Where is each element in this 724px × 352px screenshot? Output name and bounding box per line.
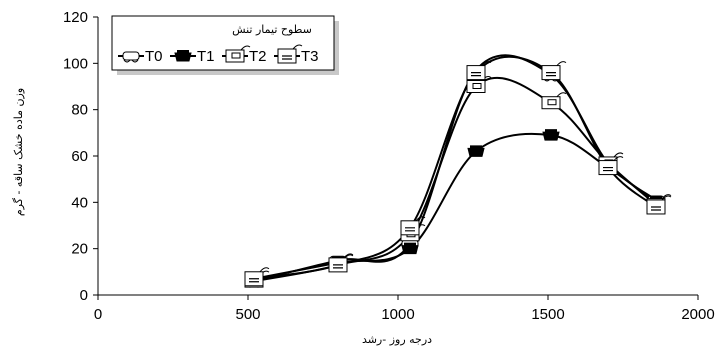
marker-tail (661, 195, 672, 201)
legend-title: سطوح تیمار تنش (232, 23, 312, 36)
y-tick-label: 0 (80, 287, 88, 304)
marker-detail (545, 129, 557, 133)
marker-tail (292, 44, 303, 50)
marker-detail (651, 206, 661, 211)
marker-body (401, 245, 419, 255)
x-tick-label: 2000 (681, 306, 714, 323)
legend-entry-T2: T2 (222, 45, 267, 65)
y-axis-label: وزن ماده خشک ساقه - گرم (12, 88, 25, 216)
axes (93, 16, 699, 300)
x-axis-label: درجه روز -رشد (362, 333, 432, 346)
marker-detail (546, 71, 556, 77)
legend-marker-T3 (277, 44, 303, 64)
legend: سطوح تیمار تنش T0 T1 T2 T3 (111, 15, 339, 75)
x-tick-label: 1500 (531, 306, 564, 323)
x-tick-label: 500 (235, 306, 260, 323)
legend-marker-T0 (122, 51, 140, 63)
y-tick-label: 120 (63, 9, 88, 26)
legend-marker-T2 (225, 45, 251, 63)
marker-detail (123, 59, 139, 63)
data-point-T3-3 (466, 61, 492, 81)
marker-detail (404, 242, 416, 246)
marker-body (122, 51, 140, 61)
data-point-T3-4 (541, 61, 567, 81)
data-point-T2-4 (541, 92, 567, 110)
marker-tail (481, 61, 492, 66)
legend-label: T1 (197, 48, 215, 65)
marker-detail (470, 145, 482, 149)
y-tick-label: 60 (71, 148, 88, 165)
y-tick-label: 80 (71, 102, 88, 119)
marker-detail (333, 264, 343, 269)
series-markers (244, 61, 672, 288)
data-point-T3-6 (646, 195, 672, 215)
y-tick-label: 20 (71, 241, 88, 258)
marker-tail (613, 156, 624, 161)
legend-entry-T0: T0 (118, 48, 163, 65)
legend-box (111, 15, 335, 71)
data-point-T3-2 (400, 216, 426, 236)
marker-detail (177, 50, 189, 53)
legend-label: T2 (249, 48, 267, 65)
marker-detail (472, 83, 482, 89)
marker-detail (282, 55, 292, 60)
series-line-T3 (253, 55, 657, 280)
marker-detail (471, 71, 481, 77)
legend-entries: T0 T1 T2 T3 (118, 44, 319, 65)
legend-marker-T1 (174, 50, 192, 62)
marker-tail (343, 253, 354, 259)
data-point-T3-5 (598, 156, 624, 176)
marker-detail (603, 166, 613, 172)
legend-label: T0 (145, 48, 163, 65)
marker-detail (547, 99, 557, 106)
marker-body (542, 131, 560, 141)
tick-labels: 0 20 40 60 80 100 120 0 500 1000 1500 2000 (63, 9, 715, 323)
marker-body (467, 147, 485, 157)
y-tick-label: 100 (63, 55, 88, 72)
marker-tail (556, 92, 567, 98)
data-point-T1-4 (542, 129, 560, 141)
legend-entry-T3: T3 (274, 44, 319, 65)
marker-tail (613, 152, 624, 158)
marker-tail (240, 45, 251, 51)
series-line-T1 (253, 132, 657, 280)
marker-detail (650, 196, 662, 200)
y-tick-label: 40 (71, 194, 88, 211)
marker-tail (661, 194, 672, 199)
series-line-T0 (253, 54, 657, 283)
marker-detail (405, 227, 415, 232)
x-tick-label: 0 (94, 306, 102, 323)
marker-body (174, 52, 192, 62)
data-point-T3-1 (328, 253, 354, 273)
x-tick-label: 1000 (381, 306, 414, 323)
marker-tail (415, 216, 426, 222)
data-point-T1-2 (401, 242, 419, 255)
legend-label: T3 (301, 48, 319, 65)
marker-detail (249, 278, 259, 283)
marker-detail (231, 52, 241, 59)
data-point-T1-3 (467, 145, 485, 157)
marker-tail (259, 267, 270, 273)
data-point-T3-0 (244, 267, 270, 287)
data-point-T2-3 (466, 76, 492, 93)
marker-tail (556, 61, 567, 66)
series-lines (253, 54, 657, 283)
legend-entry-T1: T1 (170, 48, 215, 65)
